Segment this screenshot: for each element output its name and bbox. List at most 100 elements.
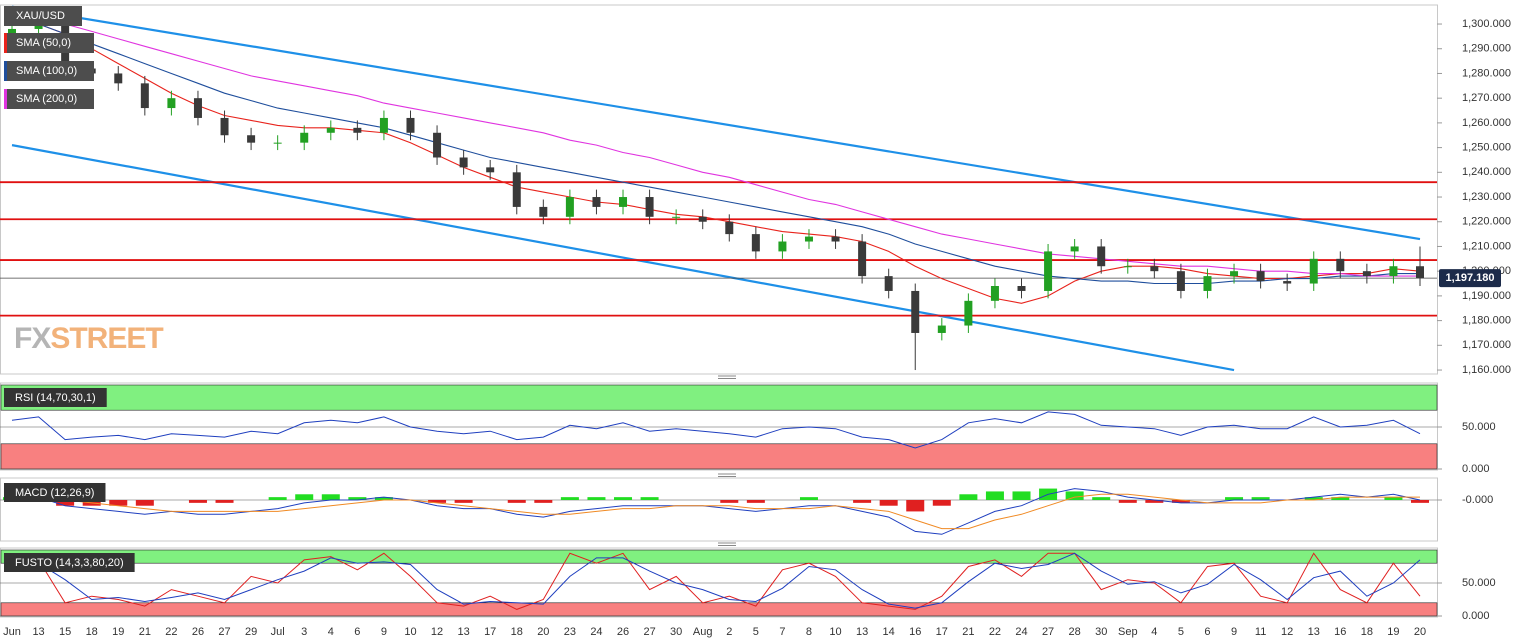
histogram-bar [985,491,1004,500]
x-tick-label: 28 [1069,626,1081,638]
candle-body [884,276,893,291]
histogram-bar [587,497,606,500]
histogram-bar [215,500,234,503]
x-tick-label: 16 [909,626,921,638]
y-tick-label: 1,230.000 [1462,191,1511,203]
histogram-bar [1384,497,1403,500]
chart-title: XAU/USD [16,10,65,22]
x-tick-label: 26 [617,626,629,638]
x-tick-label: 22 [165,626,177,638]
sma-line [11,11,1420,277]
x-tick-label: 12 [1281,626,1293,638]
candle-body [326,127,335,133]
x-tick-label: 26 [192,626,204,638]
candle-body [619,197,628,207]
candle-body [831,236,840,242]
candle-body [698,216,707,222]
indicator-line [11,411,1421,449]
histogram-bar [932,500,951,506]
candle-body [592,197,601,207]
sma-line [11,18,1421,304]
histogram-bar [109,500,128,506]
x-tick-label: 6 [354,626,360,638]
histogram-bar [1012,491,1031,500]
candle-body [34,24,43,29]
x-tick-label: 9 [1231,626,1237,638]
histogram-bar [295,494,314,500]
x-tick-label: 22 [989,626,1001,638]
indicator-title-box [4,483,106,502]
x-tick-label: Jun [3,626,21,638]
candle-body [937,325,946,333]
candle-body [1256,271,1265,282]
x-tick-label: Jul [271,626,285,638]
candle-body [565,197,574,217]
histogram-bar [746,500,765,503]
x-tick-label: 17 [484,626,496,638]
legend-swatch [4,33,7,53]
x-tick-label: 5 [1178,626,1184,638]
x-tick-label: 5 [753,626,759,638]
x-tick-label: 30 [1095,626,1107,638]
candle-body [486,167,495,173]
candle-body [751,234,760,252]
histogram-bar [1118,500,1137,503]
legend-entry: SMA (200,0) [16,93,77,105]
x-tick-label: 20 [1414,626,1426,638]
indicator-title: MACD (12,26,9) [15,487,94,499]
panel-frame [0,477,1438,542]
candle-body [220,117,229,136]
candle-body [1362,271,1371,277]
x-tick-label: 8 [806,626,812,638]
y-tick-label: 1,220.000 [1462,216,1511,228]
histogram-bar [1304,497,1323,500]
histogram-bar [853,500,872,503]
y-tick-label: 50.000 [1462,421,1496,433]
x-tick-label: 30 [670,626,682,638]
histogram-bar [428,500,447,503]
x-tick-label: 24 [590,626,602,638]
histogram-bar [1331,497,1350,500]
candle-body [645,197,654,217]
y-tick-label: 1,280.000 [1462,67,1511,79]
x-tick-label: 18 [511,626,523,638]
x-tick-label: 17 [936,626,948,638]
x-tick-label: 12 [431,626,443,638]
x-tick-label: 18 [1361,626,1373,638]
x-tick-label: 15 [59,626,71,638]
histogram-bar [1092,497,1111,500]
sma-line [11,16,1420,285]
legend-box [4,89,94,109]
candle-body [990,286,999,301]
candle-body [8,28,16,34]
candle-body [273,142,282,144]
legend-entry: SMA (50,0) [16,37,71,49]
histogram-bar [268,497,287,500]
candle-body [964,300,973,326]
y-tick-label: 0.000 [1462,463,1490,475]
candle-body [1336,258,1345,272]
histogram-bar [135,500,154,506]
watermark: FXSTREET [14,322,163,355]
zone [0,384,1438,411]
y-tick-label: 1,290.000 [1462,43,1511,55]
x-tick-label: 4 [1151,626,1157,638]
candle-body [247,135,256,143]
current-price-label: 1,197.180 [1446,272,1495,284]
x-tick-label: 19 [1387,626,1399,638]
legend-swatch [4,89,7,109]
y-tick-label: 1,240.000 [1462,166,1511,178]
y-tick-label: 1,270.000 [1462,92,1511,104]
x-tick-label: 13 [32,626,44,638]
histogram-bar [1251,497,1270,500]
y-tick-label: -0.000 [1462,494,1493,506]
candle-body [167,98,176,109]
x-tick-label: 27 [218,626,230,638]
indicator-line [12,493,1420,530]
candle-body [300,132,309,143]
zone [0,443,1438,470]
x-tick-label: 13 [457,626,469,638]
histogram-bar [1225,497,1244,500]
x-tick-label: 3 [301,626,307,638]
